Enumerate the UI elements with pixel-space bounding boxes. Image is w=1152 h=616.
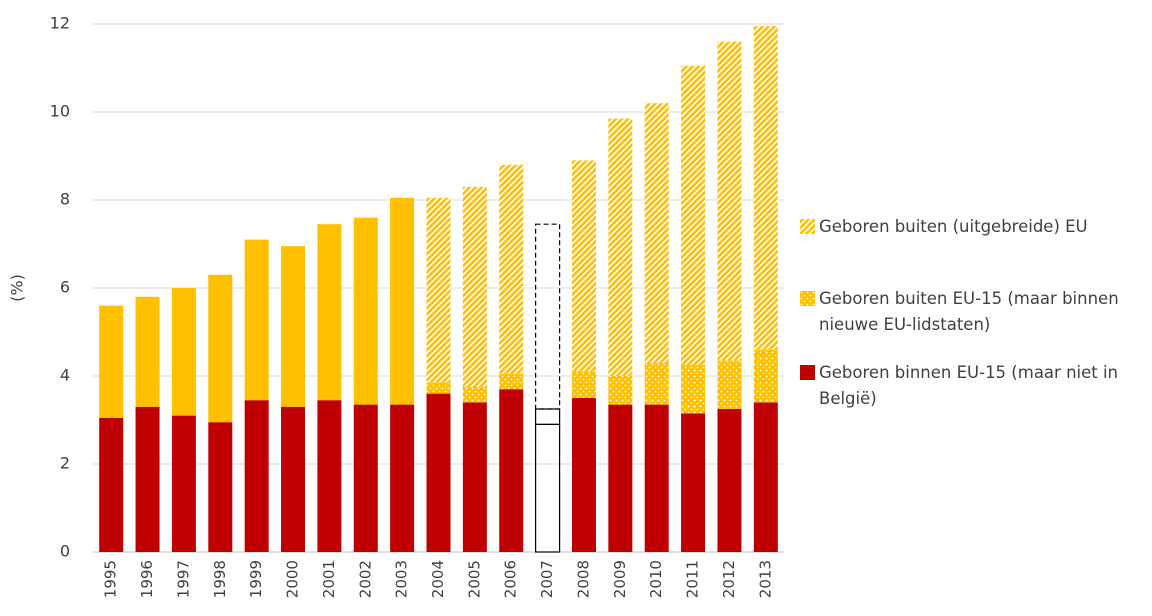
y-axis-label: (%): [8, 274, 27, 302]
x-tick-label: 2000: [284, 560, 302, 598]
bar-segment: [171, 288, 196, 416]
bar-segment: [135, 296, 160, 407]
bar-segment: [281, 406, 306, 552]
bar-segment: [571, 371, 596, 398]
bar-segment: [99, 305, 124, 418]
y-tick-label: 10: [50, 102, 70, 121]
bar-segment: [753, 402, 778, 552]
bar-segment: [208, 422, 233, 552]
x-tick-label: 2002: [356, 560, 374, 598]
bar-segment: [681, 365, 706, 414]
x-tick-label: 2001: [320, 560, 338, 598]
bar-segment: [353, 404, 378, 552]
legend-swatch: [800, 291, 815, 306]
x-tick-label: 2012: [720, 560, 738, 598]
x-tick-label: 1995: [102, 560, 120, 598]
bar-segment: [426, 393, 451, 552]
bar-segment: [499, 373, 524, 390]
bar-segment: [135, 406, 160, 552]
bar-segment: [99, 417, 124, 552]
bar-segment: [571, 398, 596, 552]
x-tick-label: 2010: [647, 560, 665, 598]
bar-segment: [171, 415, 196, 552]
x-tick-label: 2009: [611, 560, 629, 598]
bar-segment: [499, 389, 524, 552]
y-tick-label: 4: [60, 366, 70, 385]
legend-label: Geboren buiten (uitgebreide) EU: [819, 217, 1088, 236]
y-tick-label: 8: [60, 190, 70, 209]
legend-swatch: [800, 219, 815, 234]
bar-segment: [644, 103, 669, 363]
bar-segment: [535, 223, 561, 410]
bar-segment: [753, 349, 778, 403]
bar-segment: [390, 404, 415, 552]
bar-segment: [608, 118, 633, 376]
bar-segment: [717, 409, 742, 552]
legend-swatch: [800, 365, 815, 380]
bar-segment: [644, 362, 669, 405]
x-tick-label: 2005: [465, 560, 483, 598]
bar-segment: [535, 423, 561, 553]
x-tick-label: 2007: [538, 560, 556, 598]
x-tick-label: 2004: [429, 560, 447, 598]
x-tick-label: 2008: [574, 560, 592, 598]
bar-segment: [390, 197, 415, 405]
bar-segment: [608, 376, 633, 405]
bar-segment: [426, 382, 451, 394]
bar-segment: [681, 65, 706, 366]
x-tick-label: 1998: [211, 560, 229, 598]
bar-segment: [681, 413, 706, 552]
legend-item: Geboren buiten EU-15 (maar binnen nieuwe…: [800, 286, 1145, 337]
x-tick-label: 1997: [174, 560, 192, 598]
y-tick-label: 0: [60, 542, 70, 561]
legend-item: Geboren binnen EU-15 (maar niet in Belgi…: [800, 360, 1145, 411]
bar-segment: [208, 274, 233, 423]
y-tick-label: 6: [60, 278, 70, 297]
x-tick-label: 1999: [247, 560, 265, 598]
bar-segment: [281, 246, 306, 407]
legend-label: Geboren buiten EU-15 (maar binnen nieuwe…: [819, 289, 1119, 334]
bar-segment: [717, 360, 742, 409]
bar-segment: [317, 224, 342, 401]
bar-segment: [535, 408, 561, 425]
y-tick-label: 2: [60, 454, 70, 473]
x-tick-label: 1996: [138, 560, 156, 598]
bar-segment: [571, 160, 596, 372]
x-tick-label: 2011: [684, 560, 702, 598]
y-tick-label: 12: [50, 14, 70, 33]
legend-label: Geboren binnen EU-15 (maar niet in Belgi…: [819, 363, 1119, 408]
bar-segment: [753, 26, 778, 350]
bar-segment: [353, 217, 378, 405]
bar-segment: [244, 239, 269, 401]
bar-segment: [317, 400, 342, 552]
x-tick-label: 2003: [393, 560, 411, 598]
x-tick-label: 2006: [502, 560, 520, 598]
bar-segment: [462, 402, 487, 552]
bar-segment: [644, 404, 669, 552]
bar-segment: [244, 400, 269, 552]
bar-segment: [499, 164, 524, 374]
bar-segment: [462, 186, 487, 387]
bar-segment: [462, 387, 487, 403]
bar-segment: [608, 404, 633, 552]
bar-segment: [717, 41, 742, 361]
x-tick-label: 2013: [756, 560, 774, 598]
bar-segment: [426, 197, 451, 383]
legend-item: Geboren buiten (uitgebreide) EU: [800, 214, 1145, 240]
